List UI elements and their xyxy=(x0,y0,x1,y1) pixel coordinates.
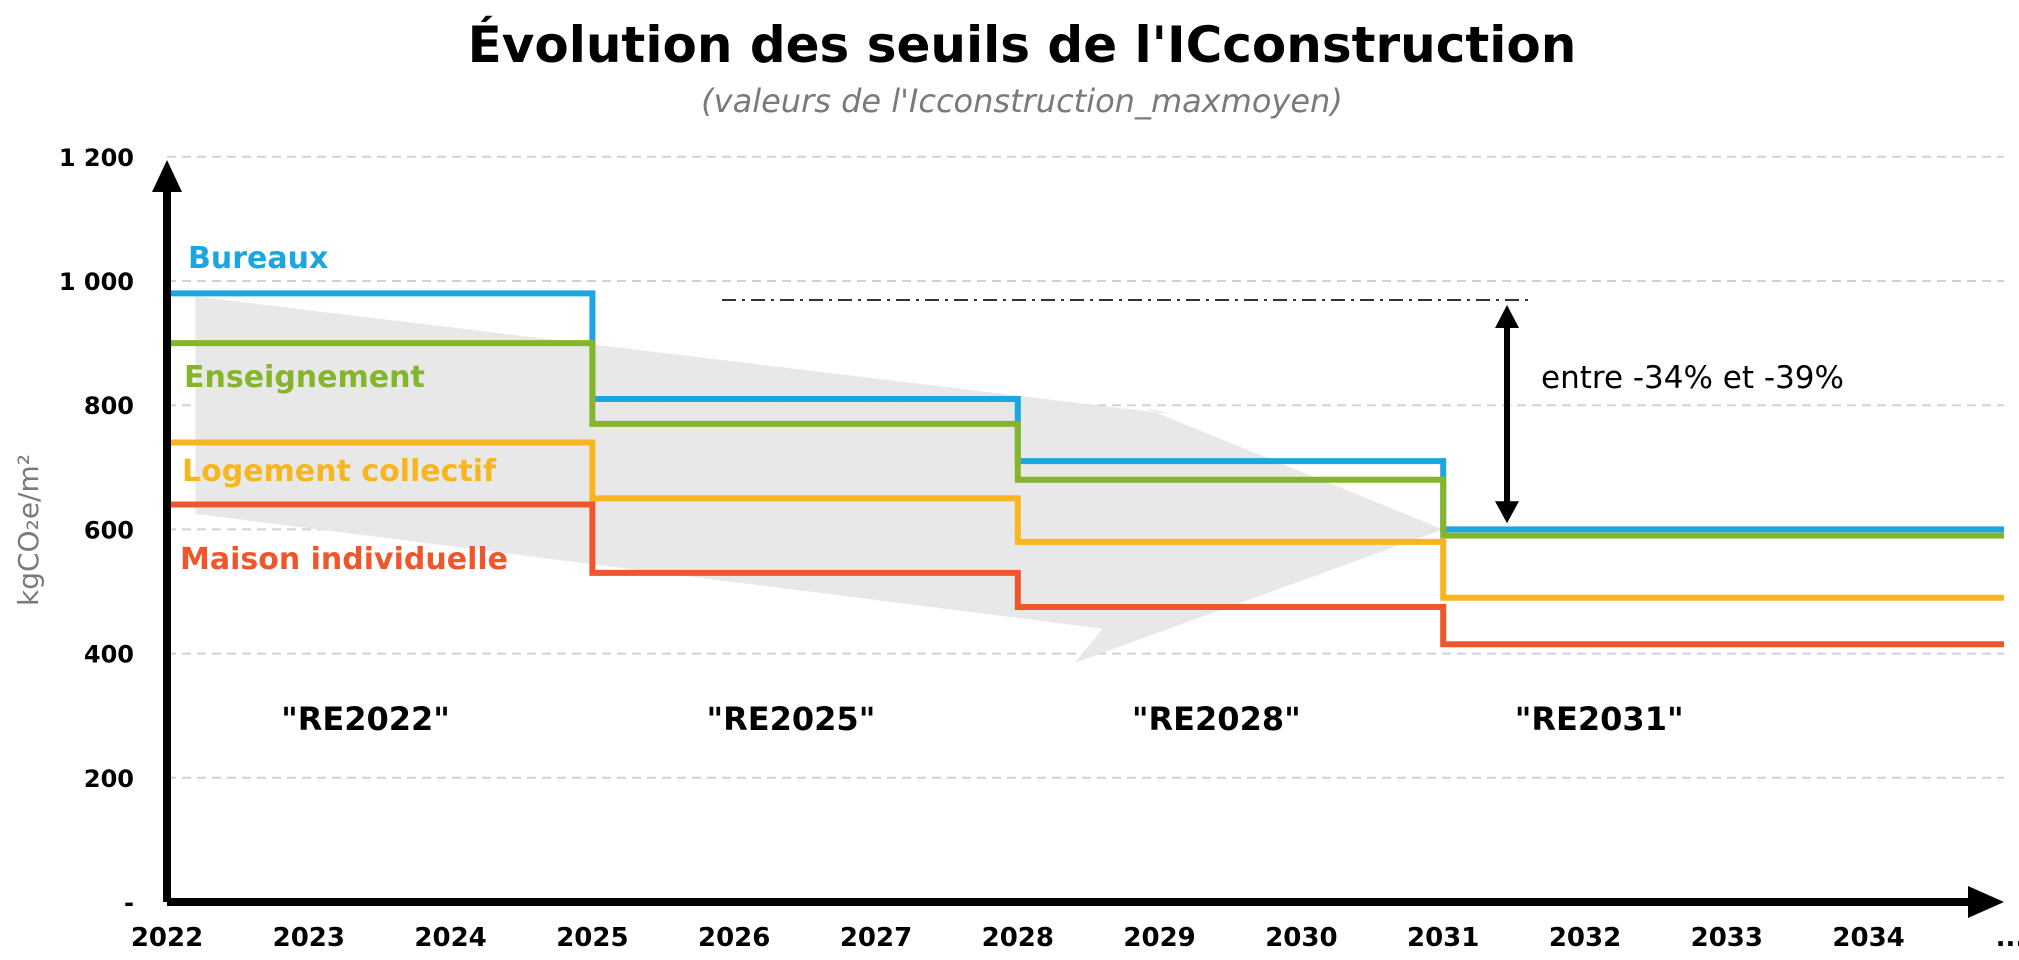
y-axis-ticks: - 200 400 600 800 1 000 1 200 xyxy=(59,144,134,917)
chart-subtitle: (valeurs de l'Icconstruction_maxmoyen) xyxy=(701,82,1343,120)
x-tick-label: 2028 xyxy=(982,923,1054,953)
phase-label: "RE2025" xyxy=(706,700,875,738)
x-tick-label: 2032 xyxy=(1549,923,1621,953)
x-tick-label: 2033 xyxy=(1691,923,1763,953)
x-tick-label: ... xyxy=(1996,923,2019,953)
series-line-3 xyxy=(167,501,2004,648)
x-tick-label: 2029 xyxy=(1123,923,1195,953)
x-tick-label: 2024 xyxy=(414,923,486,953)
series-line-1 xyxy=(167,340,2004,539)
y-tick-label: 400 xyxy=(84,641,134,669)
trend-arrow xyxy=(195,296,1444,663)
reduction-arrowhead-up xyxy=(1495,305,1520,328)
x-tick-label: 2027 xyxy=(840,923,912,953)
phase-label: "RE2028" xyxy=(1132,700,1301,738)
x-tick-label: 2023 xyxy=(273,923,345,953)
x-tick-label: 2030 xyxy=(1265,923,1337,953)
series-labels: Bureaux Enseignement Logement collectif Mai… xyxy=(180,241,508,577)
x-tick-label: 2034 xyxy=(1832,923,1904,953)
x-axis-arrowhead xyxy=(1968,886,2004,918)
reduction-label: entre -34% et -39% xyxy=(1541,360,1844,396)
x-tick-label: 2022 xyxy=(131,923,203,953)
trend-arrow-group xyxy=(195,296,1444,663)
reduction-annotation: entre -34% et -39% xyxy=(722,299,1844,524)
y-tick-label: - xyxy=(124,889,134,917)
axes xyxy=(152,160,2004,918)
series-label: Enseignement xyxy=(184,360,425,395)
x-tick-label: 2031 xyxy=(1407,923,1479,953)
x-tick-label: 2025 xyxy=(556,923,628,953)
y-tick-label: 200 xyxy=(84,765,134,793)
phase-label: "RE2031" xyxy=(1515,700,1684,738)
y-axis-label: kgCO₂e/m² xyxy=(12,454,45,606)
series-lines xyxy=(167,290,2004,648)
y-tick-label: 1 000 xyxy=(59,268,134,296)
y-tick-label: 1 200 xyxy=(59,144,134,172)
y-tick-label: 800 xyxy=(84,392,134,420)
phase-label: "RE2022" xyxy=(281,700,450,738)
y-tick-label: 600 xyxy=(84,516,134,544)
reduction-arrowhead-down xyxy=(1495,501,1520,524)
x-tick-label: 2026 xyxy=(698,923,770,953)
chart-title: Évolution des seuils de l'ICconstruction xyxy=(468,15,1577,74)
series-label: Logement collectif xyxy=(182,454,497,489)
series-line-2 xyxy=(167,439,2004,601)
y-axis-arrowhead xyxy=(152,160,182,192)
phase-labels: "RE2022" "RE2025" "RE2028" "RE2031" xyxy=(281,700,1684,738)
x-axis-ticks: 2022 2023 2024 2025 2026 2027 2028 2029 2030 2031… xyxy=(131,923,2019,953)
series-label: Maison individuelle xyxy=(180,542,508,577)
series-label: Bureaux xyxy=(188,241,328,276)
